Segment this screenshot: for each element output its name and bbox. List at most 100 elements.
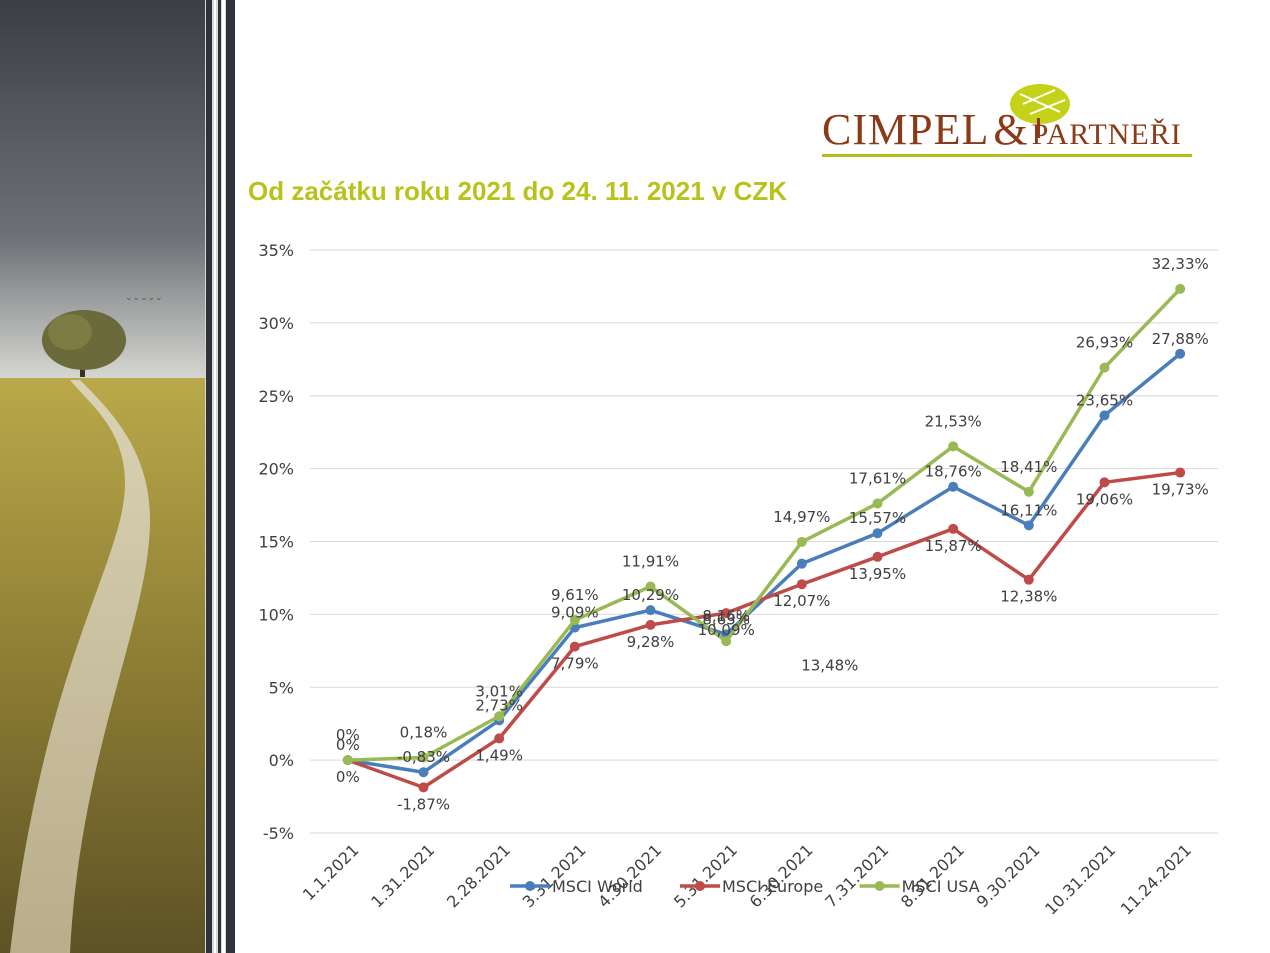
- data-point: [796, 558, 807, 569]
- y-tick-label: 25%: [258, 387, 294, 406]
- data-label: 9,28%: [627, 633, 675, 651]
- data-point: [342, 755, 353, 766]
- data-label: 9,09%: [551, 604, 599, 622]
- data-label: 8,63%: [702, 610, 750, 628]
- legend-marker: [874, 881, 885, 891]
- data-label: 9,61%: [551, 586, 599, 604]
- x-tick-label: 7.31.2021: [821, 840, 892, 911]
- data-label: 0%: [336, 768, 360, 786]
- data-label: 23,65%: [1076, 391, 1133, 409]
- y-tick-label: 0%: [269, 751, 294, 770]
- logo-suffix: PARTNEŘI: [1031, 118, 1182, 151]
- data-label: 11,91%: [622, 553, 679, 571]
- data-point: [796, 579, 807, 590]
- series-line-2: [347, 287, 1182, 762]
- legend-label: MSCI Europe: [722, 877, 823, 896]
- legend-label: MSCI World: [552, 877, 643, 896]
- data-label: 8,16%: [702, 607, 750, 625]
- series-line-0: [347, 352, 1182, 774]
- data-label: 16,11%: [1000, 501, 1057, 519]
- x-tick-label: 5.31.2021: [670, 840, 741, 911]
- data-point: [645, 619, 656, 630]
- data-label: 19,06%: [1076, 490, 1133, 508]
- page-title: Od začátku roku 2021 do 24. 11. 2021 v C…: [248, 176, 788, 206]
- data-label: -0,83%: [397, 748, 450, 766]
- data-label: -1,87%: [397, 795, 450, 813]
- x-tick-label: 6.30.2021: [746, 840, 817, 911]
- x-tick-label: 4.30.2021: [594, 840, 665, 911]
- series-line-1: [347, 470, 1181, 790]
- data-label: 7,79%: [551, 655, 599, 673]
- logo-brand: CIMPEL: [822, 105, 990, 154]
- data-point: [418, 767, 429, 778]
- data-label: 1,49%: [475, 746, 523, 764]
- logo-underline: [822, 154, 1192, 157]
- data-point: [948, 523, 959, 534]
- y-tick-label: 15%: [258, 533, 294, 552]
- data-point: [948, 481, 959, 492]
- logo-ampersand: &: [993, 105, 1028, 154]
- data-label: 14,97%: [773, 508, 830, 526]
- data-label: 13,48%: [801, 657, 858, 675]
- data-point: [418, 752, 429, 763]
- logo: CIMPEL& PARTNEŘI: [822, 104, 1182, 155]
- data-label: 12,07%: [773, 592, 830, 610]
- line-chart: -5% 0% 5% 10% 15% 20% 25% 30% 35% 1.1.2021 1.31.20…: [258, 241, 1218, 919]
- data-label: 26,93%: [1076, 334, 1133, 352]
- data-label: 21,53%: [925, 412, 982, 430]
- x-tick-label: 2.28.2021: [443, 840, 514, 911]
- y-tick-label: 20%: [258, 460, 294, 479]
- y-tick-label: 5%: [269, 678, 294, 697]
- svg-text:⌄⌄⌄⌄⌄: ⌄⌄⌄⌄⌄: [125, 293, 163, 303]
- data-label: 18,41%: [1000, 458, 1057, 476]
- data-point: [645, 581, 656, 592]
- tree-icon: [42, 310, 126, 377]
- data-point: [721, 608, 732, 619]
- y-tick-label: 10%: [258, 605, 294, 624]
- data-label: 10,09%: [698, 621, 755, 639]
- y-tick-label: 35%: [258, 241, 294, 260]
- data-point: [1023, 520, 1034, 531]
- x-tick-label: 1.31.2021: [367, 840, 438, 911]
- legend-marker: [525, 881, 535, 891]
- logo-tree-icon: [1010, 84, 1070, 138]
- data-point: [1099, 362, 1110, 373]
- data-label: 13,95%: [849, 565, 906, 583]
- x-tick-label: 1.1.2021: [299, 840, 363, 904]
- data-point: [1023, 574, 1034, 585]
- data-label: 2,73%: [475, 696, 523, 714]
- data-point: [872, 528, 883, 539]
- landscape-photo: ⌄⌄⌄⌄⌄: [0, 0, 240, 953]
- data-label: 17,61%: [849, 469, 906, 487]
- y-tick-label: -5%: [263, 824, 294, 843]
- data-point: [494, 733, 505, 744]
- data-label: 27,88%: [1152, 330, 1209, 348]
- data-label: 15,57%: [849, 509, 906, 527]
- data-point: [1175, 283, 1186, 294]
- data-label: 10,29%: [622, 586, 679, 604]
- data-point: [569, 615, 580, 626]
- data-label: 15,87%: [925, 537, 982, 555]
- data-point: [1175, 467, 1186, 478]
- x-tick-label: 10.31.2021: [1041, 840, 1119, 918]
- data-label: 3,01%: [475, 682, 523, 700]
- data-point: [569, 641, 580, 652]
- y-tick-label: 30%: [258, 314, 294, 333]
- x-tick-label: 8.31.2021: [897, 840, 968, 911]
- data-point: [872, 551, 883, 562]
- data-label: 32,33%: [1152, 255, 1209, 273]
- data-label: 12,38%: [1000, 588, 1057, 606]
- data-point: [1023, 486, 1034, 497]
- data-label: 0,18%: [400, 724, 448, 742]
- data-point: [1099, 410, 1110, 421]
- data-point: [948, 441, 959, 452]
- data-label: 0%: [336, 726, 360, 744]
- data-label: 19,73%: [1152, 481, 1209, 499]
- data-label: 18,76%: [925, 463, 982, 481]
- data-point: [1099, 477, 1110, 488]
- data-label: 0%: [336, 736, 360, 754]
- data-point: [796, 536, 807, 547]
- x-tick-label: 3.31.2021: [519, 840, 590, 911]
- x-tick-label: 11.24.2021: [1117, 840, 1195, 918]
- data-point: [721, 636, 732, 647]
